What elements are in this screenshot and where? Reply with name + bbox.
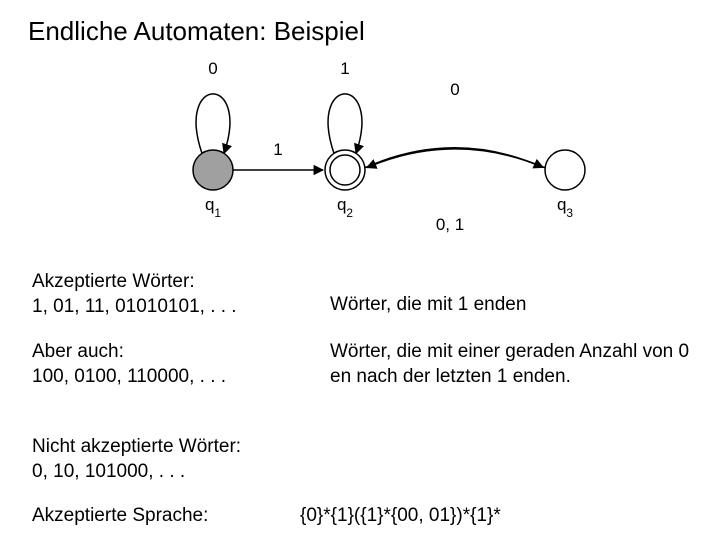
state-label: q2 xyxy=(337,195,353,220)
but-also-examples: 100, 0100, 110000, . . . xyxy=(32,365,317,390)
automaton-diagram: 0 1 1 0 0, 1 q1 q2 q3 xyxy=(0,50,720,240)
accepted-words-block: Akzeptierte Wörter: 1, 01, 11, 01010101,… xyxy=(32,270,317,319)
but-also-block: Aber auch: 100, 0100, 110000, . . . xyxy=(32,340,317,389)
edge-label: 0, 1 xyxy=(436,215,464,234)
language-expr: {0}*{1}({1}*{00, 01})*{1}* xyxy=(300,504,700,529)
edge-label: 0 xyxy=(208,59,217,78)
not-accepted-heading: Nicht akzeptierte Wörter: xyxy=(32,435,317,460)
edge-q2-q2 xyxy=(328,94,362,154)
not-accepted-examples: 0, 10, 101000, . . . xyxy=(32,460,317,485)
edge-label: 1 xyxy=(340,59,349,78)
edge-label: 1 xyxy=(273,140,282,159)
page-title: Endliche Automaten: Beispiel xyxy=(28,16,365,47)
accepted-desc: Wörter, die mit 1 enden xyxy=(330,293,690,318)
not-accepted-block: Nicht akzeptierte Wörter: 0, 10, 101000,… xyxy=(32,435,317,484)
edge-q1-q1 xyxy=(196,94,230,154)
state-q2: q2 xyxy=(325,150,365,220)
accepted-heading: Akzeptierte Wörter: xyxy=(32,270,317,295)
edges-group: 0 1 1 0 0, 1 xyxy=(196,59,545,234)
accepted-examples: 1, 01, 11, 01010101, . . . xyxy=(32,295,317,320)
language-heading: Akzeptierte Sprache: xyxy=(32,504,317,529)
state-label: q3 xyxy=(557,195,573,220)
but-also-heading: Aber auch: xyxy=(32,340,317,365)
state-q1: q1 xyxy=(193,150,233,220)
slide: Endliche Automaten: Beispiel 0 1 1 0 0, 1 q1 q… xyxy=(0,0,720,540)
edge-label: 0 xyxy=(450,80,459,99)
state-label: q1 xyxy=(205,195,221,220)
state-q3: q3 xyxy=(545,150,585,220)
but-also-desc: Wörter, die mit einer geraden Anzahl von… xyxy=(330,340,700,389)
edge-q3-q2 xyxy=(367,149,545,168)
